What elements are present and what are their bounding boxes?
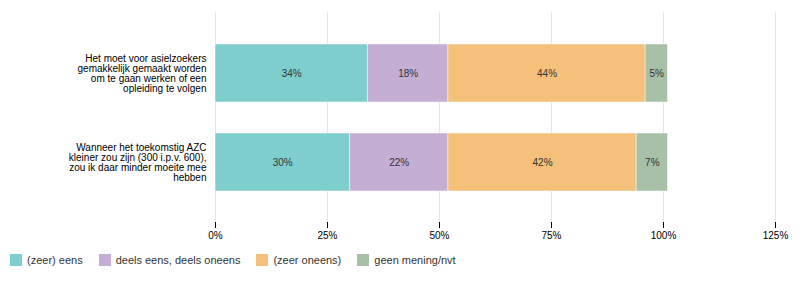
svg-text:75%: 75% [541,230,561,241]
html-text:(zeer oneens): (zeer oneens) [273,254,342,266]
html-text:geen mening/nvt: geen mening/nvt [374,254,456,266]
svg-text:18%: 18% [398,68,418,79]
svg-text:34%: 34% [282,68,302,79]
svg-text:50%: 50% [429,230,449,241]
html-text:(zeer) eens: (zeer) eens [27,254,83,266]
svg-text:30%: 30% [273,157,293,168]
svg-text:0%: 0% [208,230,223,241]
svg-text:22%: 22% [389,157,409,168]
svg-text:5%: 5% [650,68,665,79]
svg-text:44%: 44% [537,68,557,79]
svg-text:42%: 42% [533,157,553,168]
html-text:deels eens, deels oneens: deels eens, deels oneens [115,254,241,266]
svg-text:7%: 7% [645,157,660,168]
svg-text:125%: 125% [763,230,789,241]
svg-text:25%: 25% [317,230,337,241]
svg-text:Het moet voor asielzoekersgema: Het moet voor asielzoekersgemakkelijk ge… [78,53,207,94]
svg-text:100%: 100% [651,230,677,241]
svg-text:Wanneer het toekomstig AZCklei: Wanneer het toekomstig AZCkleiner zou zi… [69,142,207,183]
